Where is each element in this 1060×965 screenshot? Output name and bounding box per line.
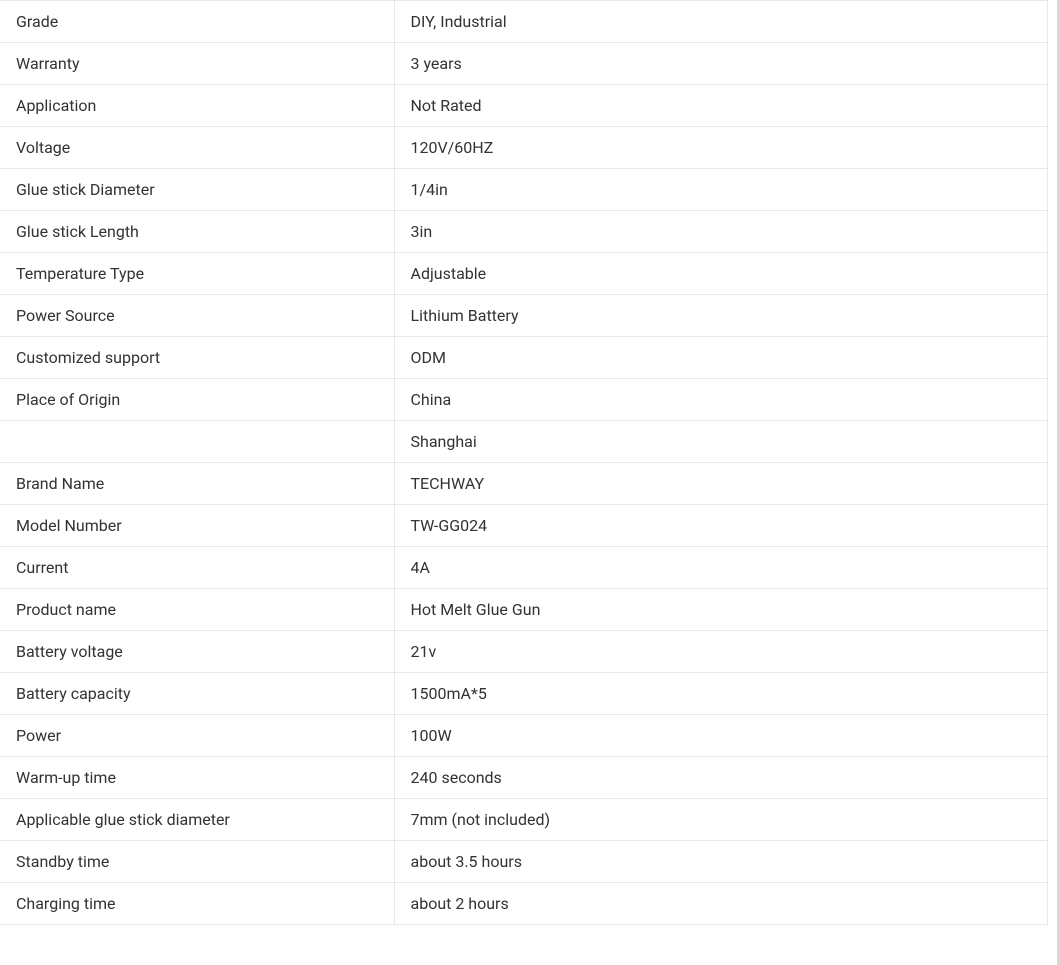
table-row: Standby timeabout 3.5 hours <box>0 841 1048 883</box>
table-row: Battery capacity1500mA*5 <box>0 673 1048 715</box>
spec-label: Warm-up time <box>0 757 394 799</box>
spec-value: 1500mA*5 <box>394 673 1048 715</box>
table-row: Brand NameTECHWAY <box>0 463 1048 505</box>
spec-label: Glue stick Diameter <box>0 169 394 211</box>
spec-value: DIY, Industrial <box>394 1 1048 43</box>
spec-label: Power <box>0 715 394 757</box>
spec-label: Power Source <box>0 295 394 337</box>
spec-label: Grade <box>0 1 394 43</box>
spec-label: Voltage <box>0 127 394 169</box>
spec-label: Standby time <box>0 841 394 883</box>
spec-value: China <box>394 379 1048 421</box>
spec-value: about 3.5 hours <box>394 841 1048 883</box>
table-row: Temperature TypeAdjustable <box>0 253 1048 295</box>
spec-value: TW-GG024 <box>394 505 1048 547</box>
table-row: Battery voltage21v <box>0 631 1048 673</box>
spec-value: 240 seconds <box>394 757 1048 799</box>
spec-label: Warranty <box>0 43 394 85</box>
spec-label: Applicable glue stick diameter <box>0 799 394 841</box>
spec-label: Temperature Type <box>0 253 394 295</box>
spec-value: 1/4in <box>394 169 1048 211</box>
spec-label: Charging time <box>0 883 394 925</box>
table-row: Glue stick Diameter1/4in <box>0 169 1048 211</box>
spec-value: Adjustable <box>394 253 1048 295</box>
spec-value: 100W <box>394 715 1048 757</box>
spec-value: Hot Melt Glue Gun <box>394 589 1048 631</box>
table-row: GradeDIY, Industrial <box>0 1 1048 43</box>
table-row: Charging timeabout 2 hours <box>0 883 1048 925</box>
spec-value: ODM <box>394 337 1048 379</box>
spec-label: Battery capacity <box>0 673 394 715</box>
table-row: Model NumberTW-GG024 <box>0 505 1048 547</box>
table-row: Power100W <box>0 715 1048 757</box>
table-row: Shanghai <box>0 421 1048 463</box>
spec-value: Shanghai <box>394 421 1048 463</box>
spec-label: Product name <box>0 589 394 631</box>
spec-value: 7mm (not included) <box>394 799 1048 841</box>
table-row: Applicable glue stick diameter7mm (not i… <box>0 799 1048 841</box>
table-row: Current4A <box>0 547 1048 589</box>
table-row: ApplicationNot Rated <box>0 85 1048 127</box>
spec-label: Battery voltage <box>0 631 394 673</box>
spec-label: Place of Origin <box>0 379 394 421</box>
table-row: Power SourceLithium Battery <box>0 295 1048 337</box>
spec-table: GradeDIY, IndustrialWarranty3 yearsAppli… <box>0 0 1048 925</box>
spec-label: Application <box>0 85 394 127</box>
spec-table-body: GradeDIY, IndustrialWarranty3 yearsAppli… <box>0 1 1048 925</box>
table-row: Customized supportODM <box>0 337 1048 379</box>
table-row: Warranty3 years <box>0 43 1048 85</box>
table-row: Product nameHot Melt Glue Gun <box>0 589 1048 631</box>
spec-label: Brand Name <box>0 463 394 505</box>
spec-value: 3in <box>394 211 1048 253</box>
spec-value: 21v <box>394 631 1048 673</box>
table-row: Warm-up time240 seconds <box>0 757 1048 799</box>
spec-label: Customized support <box>0 337 394 379</box>
spec-value: 120V/60HZ <box>394 127 1048 169</box>
spec-value: 4A <box>394 547 1048 589</box>
spec-value: Lithium Battery <box>394 295 1048 337</box>
table-row: Glue stick Length3in <box>0 211 1048 253</box>
spec-value: about 2 hours <box>394 883 1048 925</box>
spec-label: Current <box>0 547 394 589</box>
spec-value: Not Rated <box>394 85 1048 127</box>
spec-table-container: GradeDIY, IndustrialWarranty3 yearsAppli… <box>0 0 1060 925</box>
spec-label: Model Number <box>0 505 394 547</box>
table-row: Place of OriginChina <box>0 379 1048 421</box>
spec-label: Glue stick Length <box>0 211 394 253</box>
spec-value: 3 years <box>394 43 1048 85</box>
spec-value: TECHWAY <box>394 463 1048 505</box>
table-row: Voltage120V/60HZ <box>0 127 1048 169</box>
spec-label <box>0 421 394 463</box>
